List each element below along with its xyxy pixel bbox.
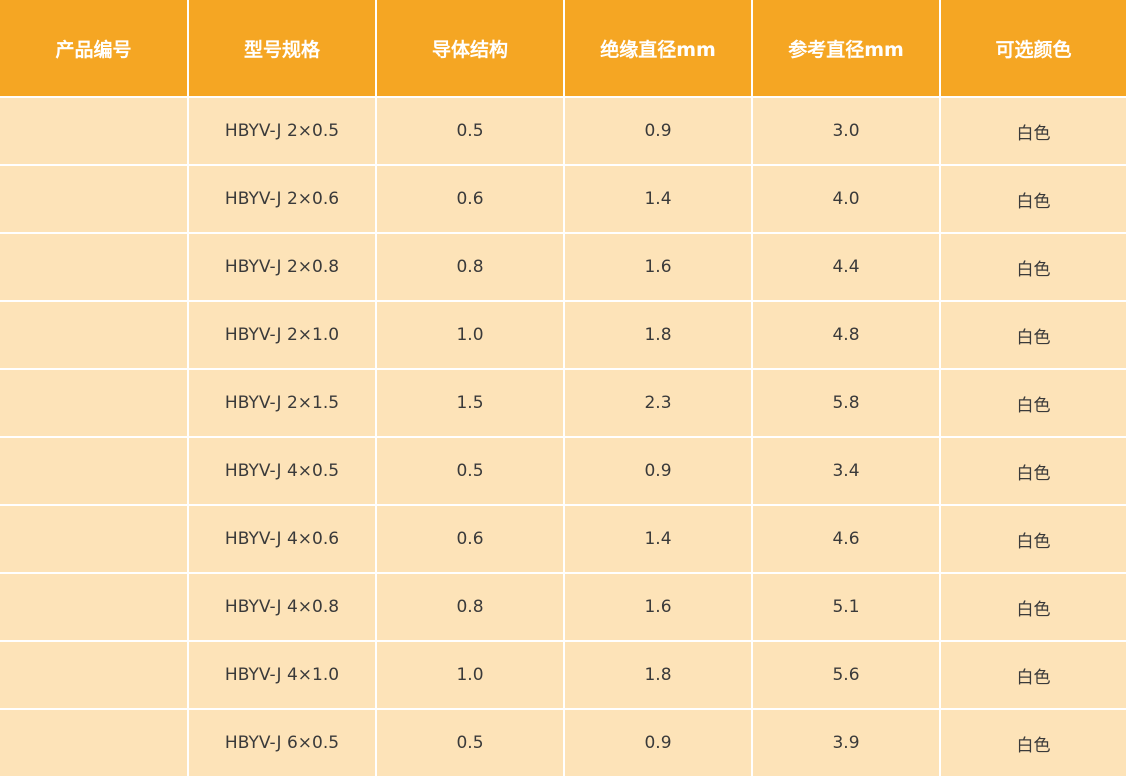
header-model-spec: 型号规格 (188, 0, 377, 97)
cell-color: 白色 (940, 164, 1126, 233)
cell-conductor-structure: 0.8 (376, 572, 565, 641)
cell-reference-diameter: 3.4 (752, 436, 941, 505)
table-row: HBYV-J 4×0.8 0.8 1.6 5.1 白色 (0, 572, 1126, 641)
cell-insulation-diameter: 1.6 (564, 572, 753, 641)
header-row: 产品编号 型号规格 导体结构 绝缘直径mm 参考直径mm 可选颜色 (0, 0, 1126, 97)
cell-insulation-diameter: 1.8 (564, 640, 753, 709)
cell-model-spec: HBYV-J 2×1.0 (188, 300, 377, 369)
cell-product-code (0, 708, 189, 776)
cell-color: 白色 (940, 96, 1126, 165)
cell-color: 白色 (940, 368, 1126, 437)
cell-reference-diameter: 4.4 (752, 232, 941, 301)
cell-model-spec: HBYV-J 2×0.8 (188, 232, 377, 301)
cell-model-spec: HBYV-J 2×1.5 (188, 368, 377, 437)
cell-product-code (0, 436, 189, 505)
cell-model-spec: HBYV-J 6×0.5 (188, 708, 377, 776)
cell-insulation-diameter: 0.9 (564, 708, 753, 776)
cell-product-code (0, 640, 189, 709)
table-body: HBYV-J 2×0.5 0.5 0.9 3.0 白色 HBYV-J 2×0.6 0.6 1.… (0, 96, 1126, 776)
cell-insulation-diameter: 2.3 (564, 368, 753, 437)
table-row: HBYV-J 2×0.6 0.6 1.4 4.0 白色 (0, 164, 1126, 233)
cell-conductor-structure: 1.0 (376, 300, 565, 369)
cell-model-spec: HBYV-J 2×0.5 (188, 96, 377, 165)
cell-reference-diameter: 5.1 (752, 572, 941, 641)
cell-conductor-structure: 0.5 (376, 708, 565, 776)
cell-conductor-structure: 0.5 (376, 96, 565, 165)
cell-conductor-structure: 0.5 (376, 436, 565, 505)
header-insulation-diameter: 绝缘直径mm (564, 0, 753, 97)
cell-product-code (0, 368, 189, 437)
cell-product-code (0, 164, 189, 233)
cell-reference-diameter: 3.0 (752, 96, 941, 165)
cell-reference-diameter: 5.8 (752, 368, 941, 437)
cell-conductor-structure: 0.8 (376, 232, 565, 301)
cell-insulation-diameter: 1.8 (564, 300, 753, 369)
cell-color: 白色 (940, 504, 1126, 573)
cell-insulation-diameter: 0.9 (564, 436, 753, 505)
table-row: HBYV-J 2×1.5 1.5 2.3 5.8 白色 (0, 368, 1126, 437)
cell-product-code (0, 300, 189, 369)
cell-reference-diameter: 4.8 (752, 300, 941, 369)
cell-reference-diameter: 4.6 (752, 504, 941, 573)
header-color-options: 可选颜色 (940, 0, 1126, 97)
cell-model-spec: HBYV-J 4×0.6 (188, 504, 377, 573)
cell-model-spec: HBYV-J 4×0.8 (188, 572, 377, 641)
cell-color: 白色 (940, 640, 1126, 709)
table-row: HBYV-J 4×1.0 1.0 1.8 5.6 白色 (0, 640, 1126, 709)
table-row: HBYV-J 2×0.5 0.5 0.9 3.0 白色 (0, 96, 1126, 165)
table-row: HBYV-J 2×1.0 1.0 1.8 4.8 白色 (0, 300, 1126, 369)
cell-color: 白色 (940, 232, 1126, 301)
cell-conductor-structure: 0.6 (376, 504, 565, 573)
cell-color: 白色 (940, 436, 1126, 505)
cell-insulation-diameter: 1.4 (564, 164, 753, 233)
cell-reference-diameter: 3.9 (752, 708, 941, 776)
cell-conductor-structure: 1.0 (376, 640, 565, 709)
cell-product-code (0, 232, 189, 301)
cell-model-spec: HBYV-J 2×0.6 (188, 164, 377, 233)
cell-reference-diameter: 5.6 (752, 640, 941, 709)
table-row: HBYV-J 4×0.5 0.5 0.9 3.4 白色 (0, 436, 1126, 505)
cell-insulation-diameter: 1.6 (564, 232, 753, 301)
table-row: HBYV-J 4×0.6 0.6 1.4 4.6 白色 (0, 504, 1126, 573)
header-product-code: 产品编号 (0, 0, 189, 97)
cell-color: 白色 (940, 708, 1126, 776)
table-row: HBYV-J 6×0.5 0.5 0.9 3.9 白色 (0, 708, 1126, 776)
cell-conductor-structure: 0.6 (376, 164, 565, 233)
cell-conductor-structure: 1.5 (376, 368, 565, 437)
cell-model-spec: HBYV-J 4×0.5 (188, 436, 377, 505)
header-reference-diameter: 参考直径mm (752, 0, 941, 97)
cell-color: 白色 (940, 572, 1126, 641)
table-header: 产品编号 型号规格 导体结构 绝缘直径mm 参考直径mm 可选颜色 (0, 0, 1126, 97)
cell-model-spec: HBYV-J 4×1.0 (188, 640, 377, 709)
cell-product-code (0, 96, 189, 165)
cell-insulation-diameter: 1.4 (564, 504, 753, 573)
cell-product-code (0, 504, 189, 573)
cell-product-code (0, 572, 189, 641)
table-row: HBYV-J 2×0.8 0.8 1.6 4.4 白色 (0, 232, 1126, 301)
cell-insulation-diameter: 0.9 (564, 96, 753, 165)
header-conductor-structure: 导体结构 (376, 0, 565, 97)
cell-color: 白色 (940, 300, 1126, 369)
cell-reference-diameter: 4.0 (752, 164, 941, 233)
